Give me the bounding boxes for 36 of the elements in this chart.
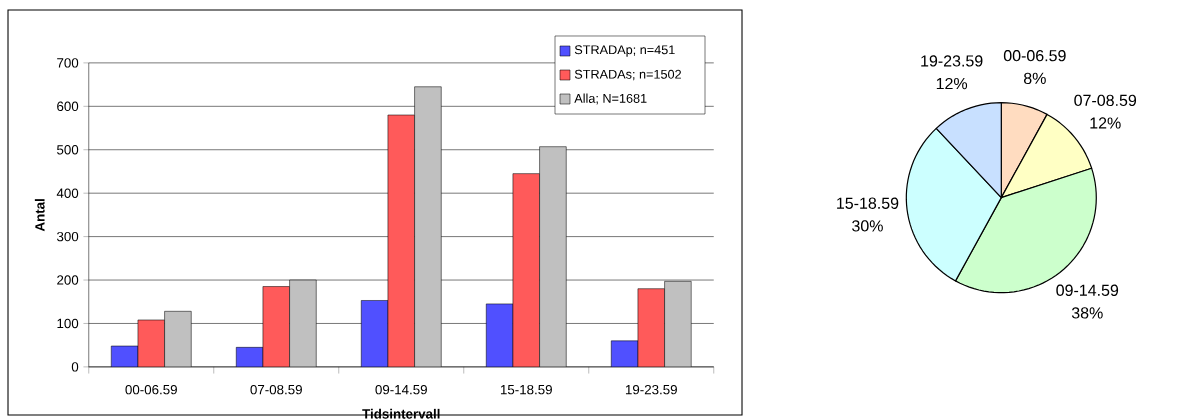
bar [637, 288, 665, 367]
slice-label: 15-18.59 [837, 197, 899, 209]
bar [360, 300, 389, 367]
y-tick-label: 600 [57, 101, 79, 112]
slice-label: 00-06.59 [1003, 50, 1066, 62]
legend-label: STRADAp; n=451 [574, 45, 675, 57]
data-label: 12% [1090, 117, 1121, 129]
x-tick-label: 19-23.59 [625, 384, 677, 395]
bar [512, 173, 540, 367]
data-label: 38% [1071, 307, 1103, 319]
bar [610, 340, 639, 367]
slice-label: 09-14.59 [1056, 284, 1119, 296]
y-tick-label: 0 [71, 362, 79, 372]
x-tick-label: 07-08.59 [250, 384, 302, 395]
legend-label: STRADAs; n=1502 [574, 69, 681, 81]
bar [387, 114, 415, 367]
legend-label: Alla; N=1681 [574, 93, 647, 105]
bar [485, 303, 514, 367]
y-tick-label: 100 [57, 318, 79, 329]
y-tick-label: 200 [57, 275, 79, 285]
data-label: 12% [936, 77, 968, 90]
x-tick-label: 09-14.59 [375, 384, 427, 395]
x-axis-title: Tidsintervall [362, 408, 440, 419]
x-tick-label: 15-18.59 [500, 384, 552, 395]
slice-label: 19-23.59 [921, 55, 983, 67]
data-label: 8% [1023, 72, 1046, 84]
y-tick-label: 700 [57, 58, 79, 68]
bar [137, 319, 165, 367]
x-tick-label: 00-06.59 [125, 384, 177, 395]
data-label: 30% [852, 220, 883, 232]
y-tick-label: 300 [56, 231, 79, 242]
y-tick-label: 500 [57, 145, 79, 155]
y-axis-title: Antal [34, 199, 45, 232]
y-tick-label: 400 [56, 188, 79, 198]
slice-label: 07-08.59 [1074, 94, 1137, 107]
bar [262, 286, 290, 367]
